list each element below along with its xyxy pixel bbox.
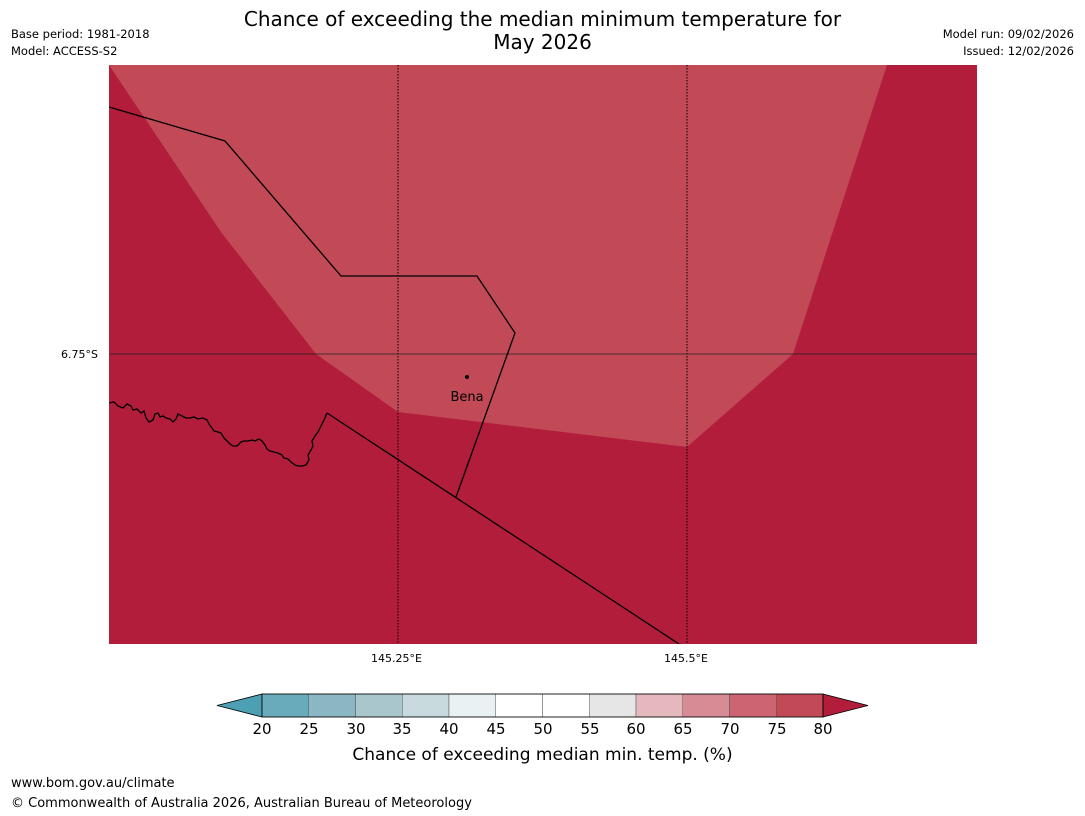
colorbar-tick-label: 55 <box>580 720 600 738</box>
longitude-label-145-25: 145.25°E <box>371 652 422 665</box>
colorbar-segment <box>495 693 543 718</box>
footer-url[interactable]: www.bom.gov.au/climate <box>11 776 175 791</box>
colorbar-segment <box>776 693 824 718</box>
colorbar-title: Chance of exceeding median min. temp. (%… <box>352 745 733 765</box>
model-name: Model: ACCESS-S2 <box>11 44 118 58</box>
colorbar-segment <box>682 693 730 718</box>
title-line-2: May 2026 <box>493 30 592 54</box>
colorbar-tick-label: 80 <box>813 720 833 738</box>
colorbar-segment <box>542 693 590 718</box>
colorbar-segment <box>308 693 356 718</box>
colorbar-tick-label: 45 <box>486 720 506 738</box>
issued-date: Issued: 12/02/2026 <box>963 44 1074 58</box>
colorbar-tick-label: 70 <box>720 720 740 738</box>
colorbar-tick-label: 20 <box>252 720 272 738</box>
longitude-label-145-5: 145.5°E <box>664 652 708 665</box>
colorbar-tick-label: 50 <box>533 720 553 738</box>
colorbar-tick-label: 30 <box>346 720 366 738</box>
colorbar-segment <box>402 693 450 718</box>
map-title: Chance of exceeding the median minimum t… <box>200 8 885 54</box>
base-period: Base period: 1981-2018 <box>11 27 150 41</box>
border-line <box>326 412 680 644</box>
colorbar-tick-label: 25 <box>299 720 319 738</box>
latitude-label: 6.75°S <box>61 348 98 361</box>
river-line <box>109 401 328 467</box>
probability-region-75-80 <box>109 65 887 447</box>
colorbar-segment <box>589 693 637 718</box>
colorbar-segment <box>635 693 683 718</box>
colorbar-segment <box>448 693 496 718</box>
meta-right: Model run: 09/02/2026 Issued: 12/02/2026 <box>943 26 1074 60</box>
model-run: Model run: 09/02/2026 <box>942 27 1074 41</box>
title-line-1: Chance of exceeding the median minimum t… <box>243 7 842 31</box>
province-boundary <box>109 106 516 498</box>
colorbar-extend-above <box>822 693 869 718</box>
colorbar-tick-label: 60 <box>626 720 646 738</box>
colorbar-tick-label: 75 <box>767 720 787 738</box>
bena-town-marker <box>465 375 469 379</box>
colorbar-tick-label: 35 <box>392 720 412 738</box>
footer-copyright: © Commonwealth of Australia 2026, Austra… <box>11 796 472 811</box>
colorbar <box>216 693 869 718</box>
colorbar-segment <box>261 693 309 718</box>
colorbar-extend-below <box>216 693 263 718</box>
colorbar-outline <box>261 693 824 718</box>
colorbar-tick-label: 65 <box>673 720 693 738</box>
colorbar-tick-label: 40 <box>439 720 459 738</box>
map-plot-area <box>109 65 977 644</box>
bena-town-label: Bena <box>450 390 483 405</box>
colorbar-segment <box>355 693 403 718</box>
colorbar-segment <box>729 693 777 718</box>
meta-left: Base period: 1981-2018 Model: ACCESS-S2 <box>11 26 150 60</box>
